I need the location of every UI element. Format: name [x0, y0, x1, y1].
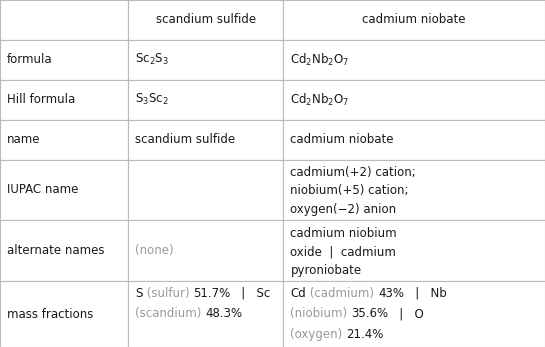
Bar	[0, 80, 128, 120]
Bar	[283, 0, 545, 40]
Text: alternate names: alternate names	[7, 244, 105, 257]
Bar	[0, 220, 128, 281]
Text: 43%: 43%	[378, 287, 404, 299]
Bar	[128, 40, 283, 80]
Text: S: S	[135, 287, 143, 299]
Text: cadmium niobate: cadmium niobate	[362, 14, 466, 26]
Text: Cd: Cd	[290, 287, 306, 299]
Bar	[283, 120, 545, 160]
Bar	[128, 120, 283, 160]
Text: 48.3%: 48.3%	[205, 307, 243, 320]
Bar	[283, 220, 545, 281]
Bar	[128, 160, 283, 220]
Text: 51.7%: 51.7%	[193, 287, 230, 299]
Text: |   Nb: | Nb	[404, 287, 447, 299]
Bar	[128, 220, 283, 281]
Text: IUPAC name: IUPAC name	[7, 184, 78, 196]
Text: mass fractions: mass fractions	[7, 307, 93, 321]
Bar	[128, 0, 283, 40]
Bar	[0, 160, 128, 220]
Bar	[0, 120, 128, 160]
Bar	[283, 40, 545, 80]
Text: (scandium): (scandium)	[135, 307, 205, 320]
Text: (sulfur): (sulfur)	[143, 287, 193, 299]
Bar	[0, 40, 128, 80]
Text: scandium sulfide: scandium sulfide	[135, 133, 235, 146]
Text: formula: formula	[7, 53, 53, 66]
Text: $\mathregular{Sc_2S_3}$: $\mathregular{Sc_2S_3}$	[135, 52, 169, 67]
Bar	[0, 0, 128, 40]
Text: Hill formula: Hill formula	[7, 93, 75, 106]
Text: 35.6%: 35.6%	[352, 307, 389, 320]
Bar	[283, 281, 545, 347]
Text: $\mathregular{S_3Sc_2}$: $\mathregular{S_3Sc_2}$	[135, 92, 169, 107]
Text: cadmium niobium
oxide  |  cadmium
pyroniobate: cadmium niobium oxide | cadmium pyroniob…	[290, 227, 397, 277]
Text: (cadmium): (cadmium)	[306, 287, 378, 299]
Text: $\mathregular{Cd_2Nb_2O_7}$: $\mathregular{Cd_2Nb_2O_7}$	[290, 92, 350, 108]
Text: |   O: | O	[389, 307, 424, 320]
Bar	[128, 80, 283, 120]
Text: (none): (none)	[135, 244, 174, 257]
Text: cadmium niobate: cadmium niobate	[290, 133, 394, 146]
Text: scandium sulfide: scandium sulfide	[156, 14, 256, 26]
Bar	[0, 281, 128, 347]
Text: |   Sc: | Sc	[230, 287, 270, 299]
Bar	[128, 281, 283, 347]
Bar	[283, 160, 545, 220]
Text: $\mathregular{Cd_2Nb_2O_7}$: $\mathregular{Cd_2Nb_2O_7}$	[290, 52, 350, 68]
Bar	[283, 80, 545, 120]
Text: cadmium(+2) cation;
niobium(+5) cation;
oxygen(−2) anion: cadmium(+2) cation; niobium(+5) cation; …	[290, 166, 416, 216]
Text: (niobium): (niobium)	[290, 307, 352, 320]
Text: (oxygen): (oxygen)	[290, 328, 347, 341]
Text: name: name	[7, 133, 40, 146]
Text: 21.4%: 21.4%	[347, 328, 384, 341]
